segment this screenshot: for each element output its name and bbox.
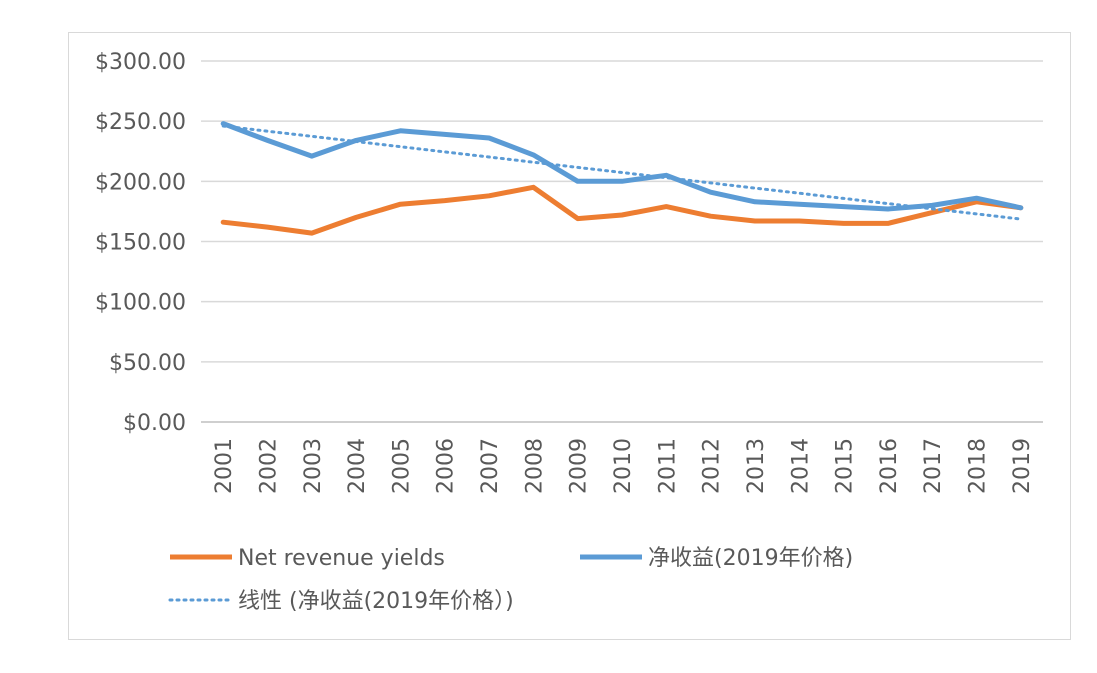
legend-label: 净收益(2019年价格) <box>648 546 853 571</box>
x-tick-label: 2018 <box>966 438 991 494</box>
x-tick-label: 2002 <box>256 438 281 494</box>
x-tick-label: 2001 <box>212 438 237 494</box>
x-tick-label: 2011 <box>655 438 680 494</box>
x-tick-label: 2014 <box>788 438 813 494</box>
x-tick-label: 2010 <box>611 438 636 494</box>
series-line-1 <box>220 184 1024 236</box>
x-tick-label: 2016 <box>877 438 902 494</box>
gridlines <box>201 60 1043 423</box>
x-tick-label: 2012 <box>700 438 725 494</box>
series-lines <box>220 121 1024 236</box>
legend: Net revenue yields 净收益(2019年价格) 线性 (净收益(20… <box>168 546 853 614</box>
x-tick-label: 2019 <box>1010 438 1035 494</box>
x-tick-label: 2008 <box>522 438 547 494</box>
x-tick-label: 2013 <box>744 438 769 494</box>
x-tick-label: 2004 <box>345 438 370 494</box>
x-tick-label: 2003 <box>301 438 326 494</box>
legend-label: 线性 (净收益(2019年价格）) <box>238 589 514 614</box>
x-tick-label: 2015 <box>833 438 858 494</box>
y-tick-label: $0.00 <box>123 411 186 436</box>
series-line-3 <box>221 124 1023 221</box>
x-tick-label: 2007 <box>478 438 503 494</box>
legend-label: Net revenue yields <box>238 546 445 571</box>
x-tick-label: 2017 <box>921 438 946 494</box>
y-tick-label: $50.00 <box>109 351 186 376</box>
x-axis-ticks: 2001 2002 2003 2004 2005 2006 2007 2008 2009 2010… <box>212 438 1035 494</box>
chart-area <box>68 32 1071 640</box>
x-tick-label: 2006 <box>434 438 459 494</box>
y-tick-label: $150.00 <box>95 231 186 256</box>
y-tick-label: $200.00 <box>95 170 186 195</box>
x-tick-label: 2009 <box>567 438 592 494</box>
x-tick-label: 2005 <box>389 438 414 494</box>
series-line-2 <box>220 121 1024 212</box>
y-tick-label: $100.00 <box>95 291 186 316</box>
y-axis-ticks: $0.00 $50.00 $100.00 $150.00 $200.00 $250.00 $… <box>95 50 186 436</box>
y-tick-label: $300.00 <box>95 50 186 75</box>
y-tick-label: $250.00 <box>95 110 186 135</box>
